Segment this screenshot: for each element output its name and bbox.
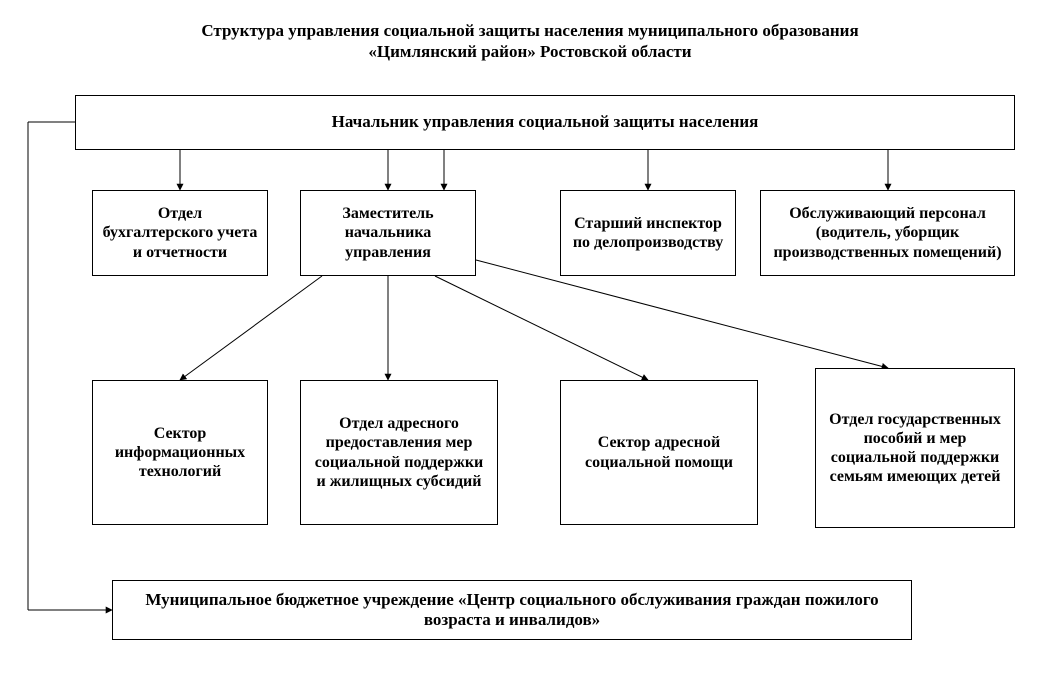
node-label: Сектор информационных технологий [101, 424, 259, 482]
node-inspector: Старший инспектор по делопроизводству [560, 190, 736, 276]
title-line-1: Структура управления социальной защиты н… [201, 21, 858, 40]
edge [476, 260, 888, 368]
node-label: Муниципальное бюджетное учреждение «Цент… [121, 590, 903, 631]
node-label: Старший инспектор по делопроизводству [569, 214, 727, 252]
node-label: Отдел бухгалтерского учета и отчетности [101, 204, 259, 262]
node-label: Начальник управления социальной защиты н… [332, 112, 759, 132]
node-center: Муниципальное бюджетное учреждение «Цент… [112, 580, 912, 640]
diagram-title: Структура управления социальной защиты н… [120, 20, 940, 63]
node-deputy: Заместитель начальника управления [300, 190, 476, 276]
node-family: Отдел государственных пособий и мер соци… [815, 368, 1015, 528]
node-head: Начальник управления социальной защиты н… [75, 95, 1015, 150]
node-acc: Отдел бухгалтерского учета и отчетности [92, 190, 268, 276]
node-aid: Сектор адресной социальной помощи [560, 380, 758, 525]
edge [435, 276, 648, 380]
node-label: Заместитель начальника управления [309, 204, 467, 262]
org-chart-canvas: Структура управления социальной защиты н… [0, 0, 1061, 683]
node-it: Сектор информационных технологий [92, 380, 268, 525]
title-line-2: «Цимлянский район» Ростовской области [368, 42, 691, 61]
node-label: Обслуживающий персонал (водитель, уборщи… [769, 204, 1006, 262]
edge [180, 276, 322, 380]
node-label: Отдел государственных пособий и мер соци… [824, 410, 1006, 487]
node-label: Сектор адресной социальной помощи [569, 433, 749, 471]
node-service: Обслуживающий персонал (водитель, уборщи… [760, 190, 1015, 276]
node-label: Отдел адресного предоставления мер социа… [309, 414, 489, 491]
node-subs: Отдел адресного предоставления мер социа… [300, 380, 498, 525]
